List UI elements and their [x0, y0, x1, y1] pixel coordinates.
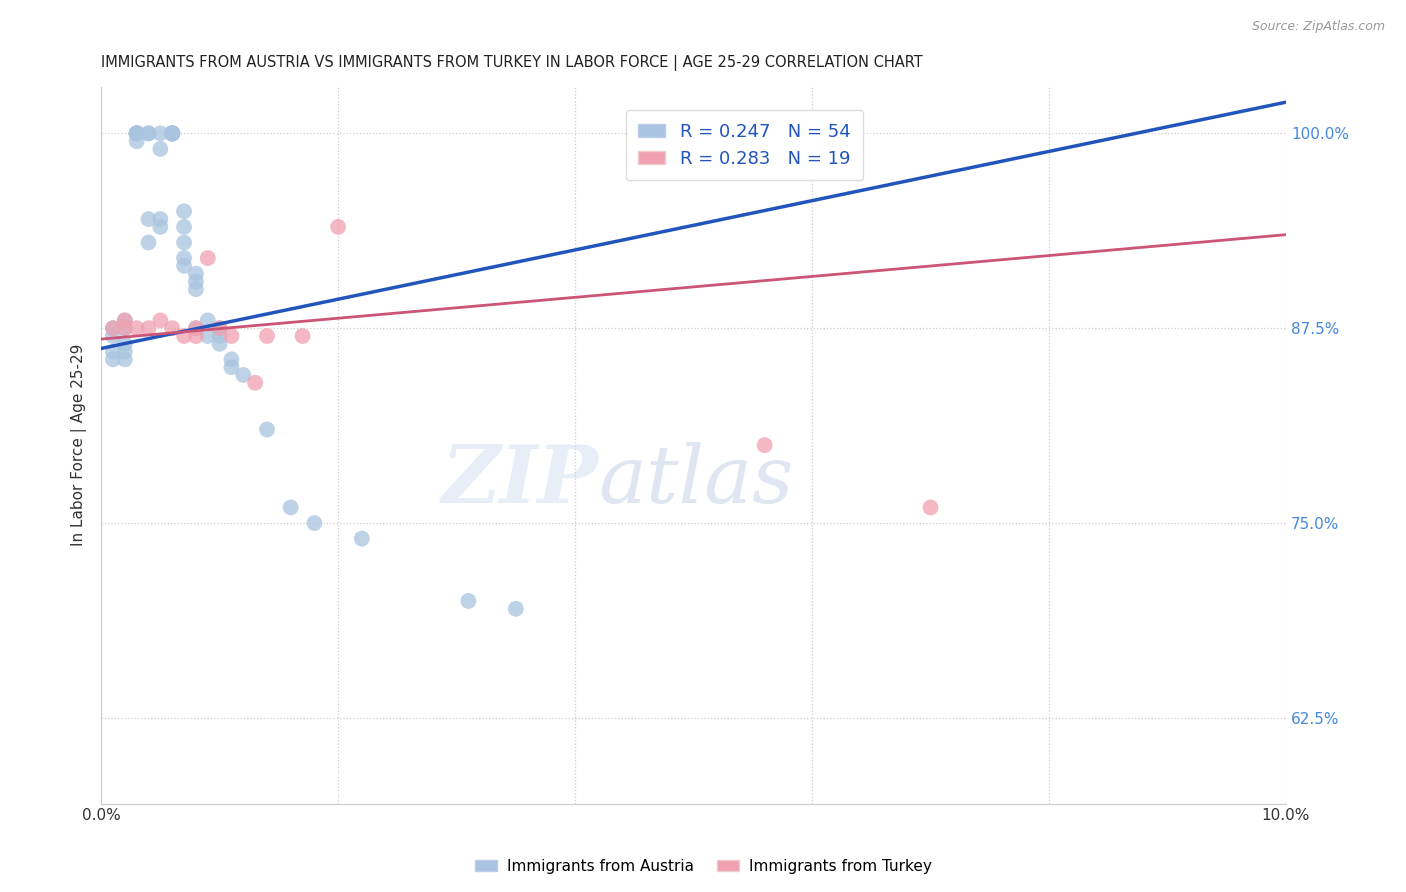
- Point: [208, 321, 231, 335]
- Point: [184, 321, 207, 335]
- Text: IMMIGRANTS FROM AUSTRIA VS IMMIGRANTS FROM TURKEY IN LABOR FORCE | AGE 25-29 COR: IMMIGRANTS FROM AUSTRIA VS IMMIGRANTS FR…: [101, 55, 922, 71]
- Point: [243, 376, 266, 390]
- Point: [114, 344, 136, 359]
- Point: [125, 321, 148, 335]
- Point: [232, 368, 254, 382]
- Point: [280, 500, 302, 515]
- Point: [350, 532, 373, 546]
- Point: [160, 126, 183, 140]
- Point: [221, 352, 243, 367]
- Point: [197, 313, 219, 327]
- Point: [505, 601, 527, 615]
- Text: Source: ZipAtlas.com: Source: ZipAtlas.com: [1251, 20, 1385, 33]
- Point: [138, 126, 160, 140]
- Point: [114, 336, 136, 351]
- Point: [114, 352, 136, 367]
- Point: [160, 321, 183, 335]
- Point: [160, 126, 183, 140]
- Point: [754, 438, 776, 452]
- Text: ZIP: ZIP: [441, 442, 599, 520]
- Point: [256, 329, 278, 343]
- Point: [138, 235, 160, 250]
- Point: [125, 126, 148, 140]
- Point: [138, 126, 160, 140]
- Y-axis label: In Labor Force | Age 25-29: In Labor Force | Age 25-29: [72, 344, 87, 546]
- Point: [160, 126, 183, 140]
- Point: [160, 126, 183, 140]
- Point: [101, 321, 124, 335]
- Point: [208, 321, 231, 335]
- Point: [101, 321, 124, 335]
- Point: [173, 204, 195, 219]
- Point: [184, 267, 207, 281]
- Point: [149, 212, 172, 227]
- Point: [184, 275, 207, 289]
- Legend: Immigrants from Austria, Immigrants from Turkey: Immigrants from Austria, Immigrants from…: [468, 853, 938, 880]
- Point: [125, 126, 148, 140]
- Point: [138, 321, 160, 335]
- Point: [256, 423, 278, 437]
- Point: [125, 126, 148, 140]
- Legend: R = 0.247   N = 54, R = 0.283   N = 19: R = 0.247 N = 54, R = 0.283 N = 19: [626, 110, 863, 180]
- Point: [114, 313, 136, 327]
- Point: [197, 251, 219, 265]
- Point: [457, 594, 479, 608]
- Point: [326, 219, 349, 234]
- Point: [101, 329, 124, 343]
- Point: [149, 313, 172, 327]
- Point: [149, 219, 172, 234]
- Point: [184, 282, 207, 296]
- Point: [125, 126, 148, 140]
- Point: [173, 251, 195, 265]
- Point: [184, 329, 207, 343]
- Point: [208, 336, 231, 351]
- Point: [125, 134, 148, 148]
- Point: [208, 329, 231, 343]
- Point: [221, 360, 243, 375]
- Text: atlas: atlas: [599, 442, 794, 520]
- Point: [125, 126, 148, 140]
- Point: [173, 259, 195, 273]
- Point: [173, 235, 195, 250]
- Point: [184, 321, 207, 335]
- Point: [160, 126, 183, 140]
- Point: [114, 313, 136, 327]
- Point: [160, 126, 183, 140]
- Point: [304, 516, 326, 530]
- Point: [149, 142, 172, 156]
- Point: [160, 126, 183, 140]
- Point: [197, 329, 219, 343]
- Point: [173, 219, 195, 234]
- Point: [173, 329, 195, 343]
- Point: [101, 344, 124, 359]
- Point: [160, 126, 183, 140]
- Point: [221, 329, 243, 343]
- Point: [114, 321, 136, 335]
- Point: [291, 329, 314, 343]
- Point: [138, 212, 160, 227]
- Point: [920, 500, 942, 515]
- Point: [101, 352, 124, 367]
- Point: [114, 321, 136, 335]
- Point: [149, 126, 172, 140]
